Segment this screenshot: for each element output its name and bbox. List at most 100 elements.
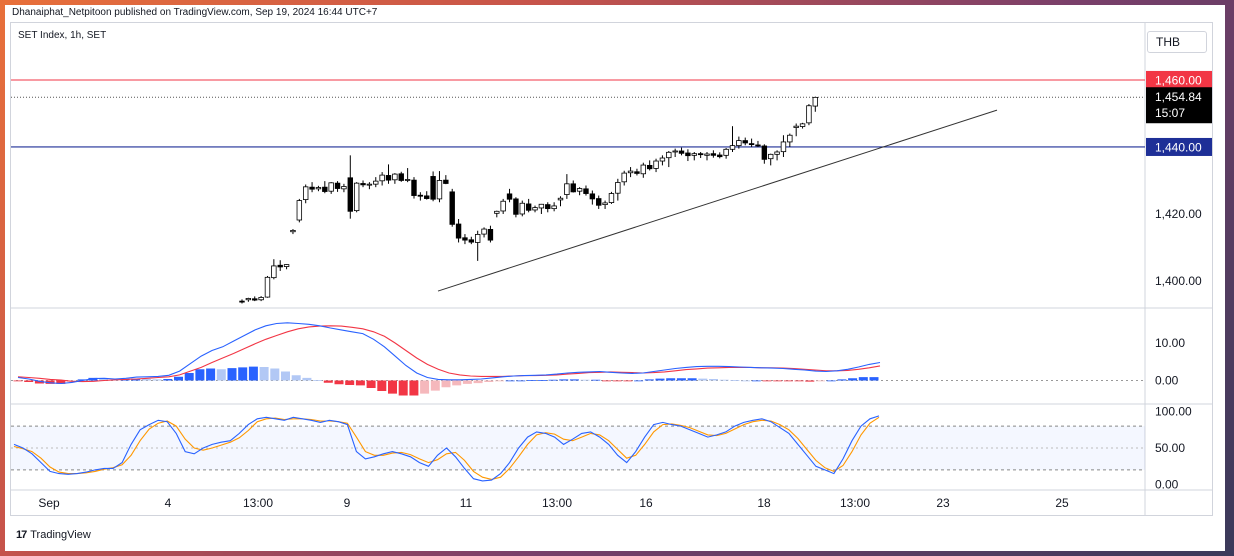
- time-axis-tick-label: 16: [639, 496, 653, 510]
- macd-pane: [11, 322, 1145, 396]
- macd-axis-tick-label: 0.00: [1155, 374, 1179, 388]
- candle-body: [570, 183, 576, 193]
- candle-body: [799, 123, 806, 127]
- support-price-tag: [1146, 137, 1212, 156]
- macd-histogram-bar: [527, 380, 537, 381]
- macd-histogram-bar: [505, 380, 515, 382]
- candle-body: [602, 202, 608, 205]
- macd-histogram-bar: [302, 377, 312, 381]
- macd-histogram-bar: [388, 380, 397, 394]
- candle-body: [258, 297, 264, 301]
- candle-body: [462, 237, 468, 241]
- candle-body: [685, 152, 691, 157]
- price-pane: [11, 79, 1145, 304]
- macd-histogram-bar: [281, 371, 290, 381]
- macd-histogram-bar: [591, 379, 601, 381]
- candle-body: [481, 228, 487, 235]
- candle-body: [417, 194, 424, 197]
- candle-body: [793, 125, 799, 128]
- macd-histogram-bar: [174, 376, 183, 381]
- candle-body: [302, 186, 309, 200]
- currency-button[interactable]: THB: [1147, 31, 1207, 53]
- candle-body: [525, 203, 532, 211]
- candle-body: [704, 153, 710, 156]
- candle-body: [564, 183, 570, 195]
- macd-histogram-bar: [45, 380, 55, 384]
- price-axis-tick-label: 1,420.00: [1155, 207, 1202, 221]
- candle-body: [710, 153, 717, 156]
- candle-body: [360, 183, 366, 186]
- macd-histogram-bar: [730, 380, 740, 381]
- macd-histogram-bar: [687, 378, 697, 381]
- candle-body: [545, 204, 551, 210]
- candle-body: [315, 187, 322, 190]
- time-axis-tick-label: 9: [344, 496, 351, 510]
- macd-histogram-bar: [355, 380, 365, 386]
- panes: [11, 23, 1212, 515]
- macd-histogram-bar: [77, 379, 87, 381]
- symbol-label[interactable]: SET Index, 1h, SET: [18, 30, 107, 41]
- macd-histogram-bar: [805, 380, 815, 382]
- time-axis-tick-label: 13:00: [542, 496, 572, 510]
- macd-histogram-bar: [751, 380, 761, 382]
- candle-body: [309, 186, 315, 190]
- last-price-tag: [1146, 87, 1212, 124]
- candle-body: [551, 205, 557, 210]
- last-price-label: 1,454.84: [1155, 90, 1202, 104]
- macd-histogram-bar: [141, 379, 151, 381]
- macd-histogram-bar: [698, 378, 708, 381]
- time-axis-tick-label: 11: [460, 496, 473, 510]
- macd-histogram-bar: [152, 379, 162, 381]
- macd-histogram-bar: [495, 380, 504, 382]
- candle-body: [627, 170, 634, 174]
- candle-body: [252, 298, 258, 301]
- candle-body: [404, 179, 411, 181]
- macd-histogram-bar: [709, 379, 718, 381]
- candle-body: [691, 153, 697, 156]
- chart-area[interactable]: [10, 22, 1213, 516]
- candle-body: [748, 143, 755, 146]
- candle-body: [443, 179, 449, 184]
- chart-frame: [5, 5, 1225, 551]
- candle-body: [379, 174, 385, 182]
- macd-histogram-bar: [13, 380, 23, 382]
- time-axis-tick-label: 18: [757, 496, 771, 510]
- candle-body: [322, 186, 328, 192]
- candle-body: [385, 175, 392, 181]
- candle-body: [672, 150, 678, 153]
- macd-histogram-bar: [24, 380, 34, 382]
- macd-histogram-bar: [826, 380, 836, 382]
- candle-body: [755, 144, 761, 147]
- macd-signal-line: [17, 325, 881, 383]
- candle-body: [277, 264, 283, 268]
- candle-body: [436, 180, 443, 200]
- macd-histogram-bar: [548, 379, 558, 381]
- candle-body: [697, 153, 704, 156]
- candle-body: [353, 182, 360, 212]
- candle-body: [538, 203, 545, 209]
- candle-body: [430, 176, 436, 200]
- macd-histogram-bar: [398, 380, 408, 396]
- macd-histogram-bar: [377, 380, 387, 391]
- candle-body: [646, 164, 653, 170]
- candle-body: [487, 228, 494, 241]
- candle-body: [468, 239, 475, 243]
- candle-body: [736, 140, 742, 147]
- stoch-axis-tick-label: 100.00: [1155, 405, 1192, 419]
- candle-body: [245, 298, 252, 301]
- macd-histogram-bar: [345, 380, 355, 385]
- support-price-label: 1,440.00: [1155, 140, 1202, 154]
- macd-histogram-bar: [430, 380, 440, 391]
- tradingview-logo[interactable]: 17 TradingView: [16, 529, 91, 541]
- macd-histogram-bar: [420, 380, 430, 394]
- candle-body: [239, 300, 245, 303]
- macd-histogram-bar: [794, 380, 804, 382]
- time-axis-tick-label: 25: [1055, 496, 1069, 510]
- candle-body: [264, 276, 271, 298]
- candle-body: [506, 193, 513, 200]
- candle-body: [290, 229, 296, 233]
- macd-line: [17, 322, 881, 385]
- candle-body: [449, 191, 455, 225]
- stoch-d-line: [13, 416, 880, 480]
